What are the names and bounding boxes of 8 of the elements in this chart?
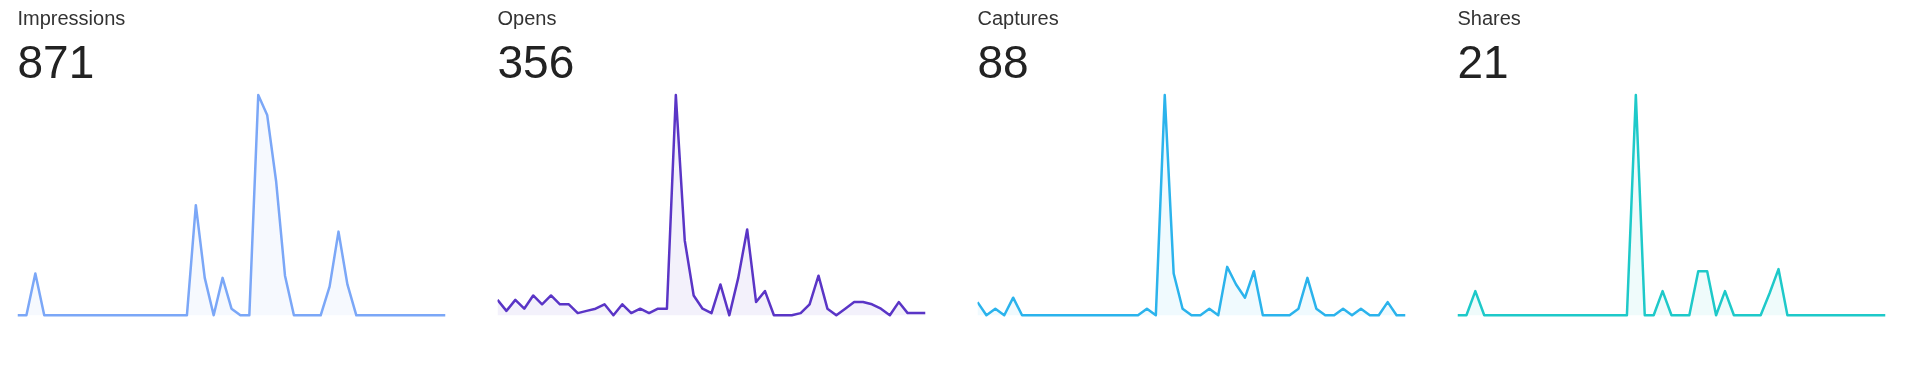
chart-title: Captures (977, 6, 1059, 29)
chart-title: Opens (497, 6, 557, 29)
chart-subtitle: 871 (17, 35, 95, 88)
chart-subtitle: 356 (497, 35, 575, 88)
chart-subtitle: 88 (977, 35, 1029, 88)
chart-title: Impressions (17, 6, 126, 29)
chart-subtitle: 21 (1457, 35, 1509, 88)
chart-title: Shares (1457, 6, 1521, 29)
